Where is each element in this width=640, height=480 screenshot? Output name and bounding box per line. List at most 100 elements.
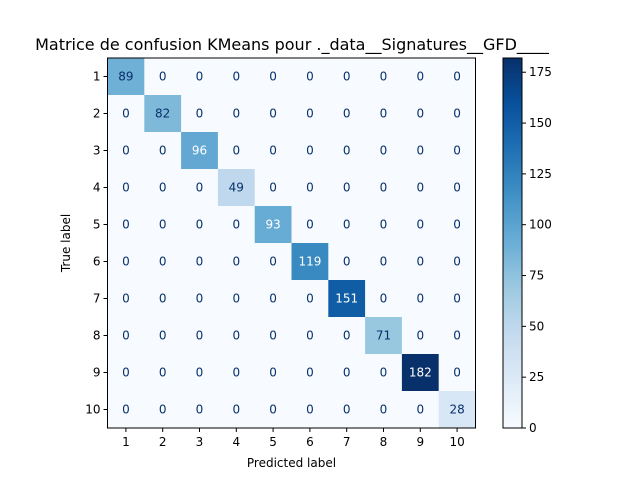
matrix-cell (181, 354, 219, 392)
matrix-cell (217, 169, 256, 207)
matrix-cell-value: 0 (380, 403, 388, 417)
matrix-cell (181, 95, 219, 133)
matrix-cell-value: 0 (306, 403, 314, 417)
matrix-cell-value: 0 (343, 366, 351, 380)
matrix-cell-value: 0 (196, 329, 204, 343)
matrix-cell-value: 0 (453, 218, 461, 232)
matrix-cell (438, 169, 476, 207)
matrix-cell (107, 280, 145, 318)
matrix-cell (144, 58, 182, 96)
matrix-cell (181, 243, 219, 281)
matrix-cell-value: 0 (416, 70, 424, 84)
matrix-cell (254, 391, 292, 429)
colorbar-tick-label: 50 (529, 319, 544, 333)
matrix-cell-value: 0 (380, 255, 388, 269)
matrix-cell-value: 0 (453, 181, 461, 195)
matrix-cell (144, 169, 182, 207)
matrix-cell (217, 354, 256, 392)
matrix-cell (107, 243, 145, 281)
matrix-cell-value: 182 (409, 366, 432, 380)
y-tick-label: 9 (93, 366, 101, 380)
matrix-cell (401, 391, 440, 429)
matrix-cell-value: 0 (306, 218, 314, 232)
matrix-cell-value: 0 (453, 107, 461, 121)
matrix-cell (217, 243, 256, 281)
colorbar-tick-label: 150 (529, 116, 552, 130)
matrix-cell-value: 0 (380, 181, 388, 195)
matrix-cell-value: 0 (122, 218, 130, 232)
matrix-cell (438, 132, 476, 170)
matrix-cell-value: 0 (122, 292, 130, 306)
matrix-cell (365, 95, 403, 133)
matrix-cell-value: 96 (192, 144, 207, 158)
matrix-cell (438, 354, 476, 392)
matrix-cell-value: 0 (453, 70, 461, 84)
matrix-cell-value: 0 (196, 218, 204, 232)
matrix-cell (291, 317, 329, 355)
y-tick-label: 8 (93, 329, 101, 343)
matrix-cell (254, 95, 292, 133)
y-tick-label: 3 (93, 144, 101, 158)
matrix-cell-value: 0 (232, 218, 240, 232)
matrix-cell-value: 0 (269, 292, 277, 306)
matrix-cell-value: 0 (416, 292, 424, 306)
matrix-cell (328, 280, 366, 318)
colorbar (502, 57, 523, 429)
matrix-cell-value: 0 (306, 366, 314, 380)
matrix-cell-value: 0 (343, 107, 351, 121)
matrix-cell (365, 354, 403, 392)
matrix-cell-value: 0 (343, 144, 351, 158)
matrix-cell-value: 0 (232, 292, 240, 306)
matrix-cell (291, 58, 329, 96)
matrix-cell-value: 0 (416, 181, 424, 195)
matrix-cell-value: 0 (269, 403, 277, 417)
matrix-cell (401, 206, 440, 244)
matrix-cell-value: 0 (269, 366, 277, 380)
matrix-cell-value: 0 (269, 144, 277, 158)
matrix-cell (181, 206, 219, 244)
matrix-cell-value: 0 (269, 70, 277, 84)
matrix-cell (254, 58, 292, 96)
matrix-cell-value: 0 (122, 107, 130, 121)
matrix-cell-value: 0 (232, 107, 240, 121)
matrix-cell (144, 317, 182, 355)
matrix-cell-value: 0 (416, 255, 424, 269)
matrix-cell (291, 95, 329, 133)
matrix-cell (328, 391, 366, 429)
matrix-cell (181, 317, 219, 355)
matrix-cell (181, 391, 219, 429)
matrix-cell (438, 243, 476, 281)
matrix-cell (107, 169, 145, 207)
matrix-cell-value: 0 (453, 366, 461, 380)
matrix-cell (144, 280, 182, 318)
x-tick-label: 5 (269, 435, 277, 449)
x-tick-label: 8 (380, 435, 388, 449)
matrix-cell-value: 0 (159, 255, 167, 269)
matrix-cell (401, 169, 440, 207)
matrix-cell (438, 317, 476, 355)
y-tick-label: 2 (93, 107, 101, 121)
matrix-cell (107, 354, 145, 392)
matrix-cell-value: 0 (232, 144, 240, 158)
matrix-cell (365, 132, 403, 170)
x-tick-label: 1 (122, 435, 130, 449)
matrix-cell-value: 0 (232, 255, 240, 269)
matrix-cell (254, 317, 292, 355)
matrix-cell-value: 0 (232, 403, 240, 417)
matrix-cell-value: 0 (306, 144, 314, 158)
matrix-cell (254, 354, 292, 392)
matrix-cell (328, 206, 366, 244)
matrix-cell-value: 0 (343, 218, 351, 232)
matrix-cell-value: 89 (118, 70, 133, 84)
matrix-cell-value: 0 (306, 329, 314, 343)
matrix-cell (291, 391, 329, 429)
matrix-cell (438, 58, 476, 96)
y-tick-label: 1 (93, 70, 101, 84)
matrix-cell-value: 0 (159, 329, 167, 343)
y-tick-label: 6 (93, 255, 101, 269)
matrix-cell-value: 0 (453, 329, 461, 343)
matrix-cell-value: 0 (232, 329, 240, 343)
matrix-cell-value: 0 (416, 329, 424, 343)
x-axis-label: Predicted label (247, 456, 336, 470)
matrix-cell-value: 0 (232, 70, 240, 84)
